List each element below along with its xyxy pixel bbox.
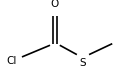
Text: Cl: Cl (7, 56, 17, 66)
Text: S: S (80, 58, 86, 68)
Text: O: O (51, 0, 59, 9)
